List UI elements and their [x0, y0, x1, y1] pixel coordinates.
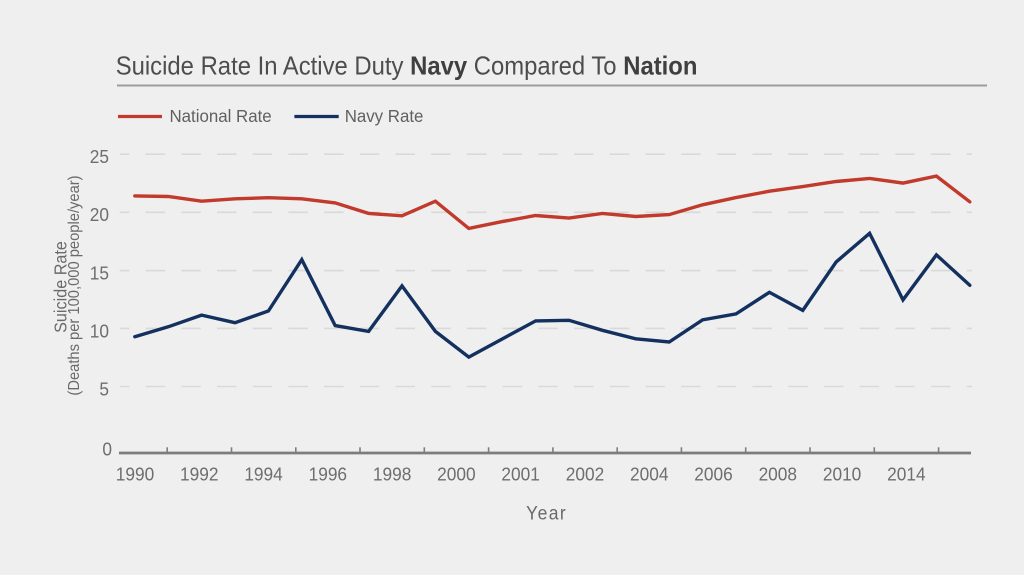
- svg-text:15: 15: [90, 263, 109, 284]
- svg-text:25: 25: [90, 147, 109, 168]
- svg-text:(Deaths per 100,000 people/yea: (Deaths per 100,000 people/year): [66, 175, 83, 395]
- svg-text:National Rate: National Rate: [169, 106, 271, 126]
- svg-text:1996: 1996: [309, 464, 348, 485]
- svg-text:2002: 2002: [566, 464, 604, 485]
- svg-text:2000: 2000: [437, 464, 476, 485]
- svg-text:1990: 1990: [116, 464, 155, 485]
- svg-text:1998: 1998: [373, 464, 412, 485]
- svg-text:2008: 2008: [759, 464, 798, 485]
- svg-text:1992: 1992: [180, 464, 218, 485]
- svg-text:Suicide Rate In Active Duty Na: Suicide Rate In Active Duty Navy Compare…: [116, 53, 698, 81]
- svg-text:1994: 1994: [244, 464, 283, 485]
- svg-text:Year: Year: [526, 501, 567, 523]
- svg-text:10: 10: [90, 321, 109, 342]
- svg-text:0: 0: [102, 439, 112, 460]
- svg-text:Navy Rate: Navy Rate: [345, 106, 424, 126]
- svg-text:2004: 2004: [630, 464, 669, 485]
- svg-text:2006: 2006: [694, 464, 733, 485]
- svg-text:2010: 2010: [823, 464, 862, 485]
- svg-text:20: 20: [90, 205, 109, 226]
- svg-text:Suicide Rate: Suicide Rate: [51, 241, 71, 333]
- svg-text:2014: 2014: [887, 464, 926, 485]
- svg-text:2001: 2001: [501, 464, 539, 485]
- svg-text:5: 5: [99, 379, 109, 400]
